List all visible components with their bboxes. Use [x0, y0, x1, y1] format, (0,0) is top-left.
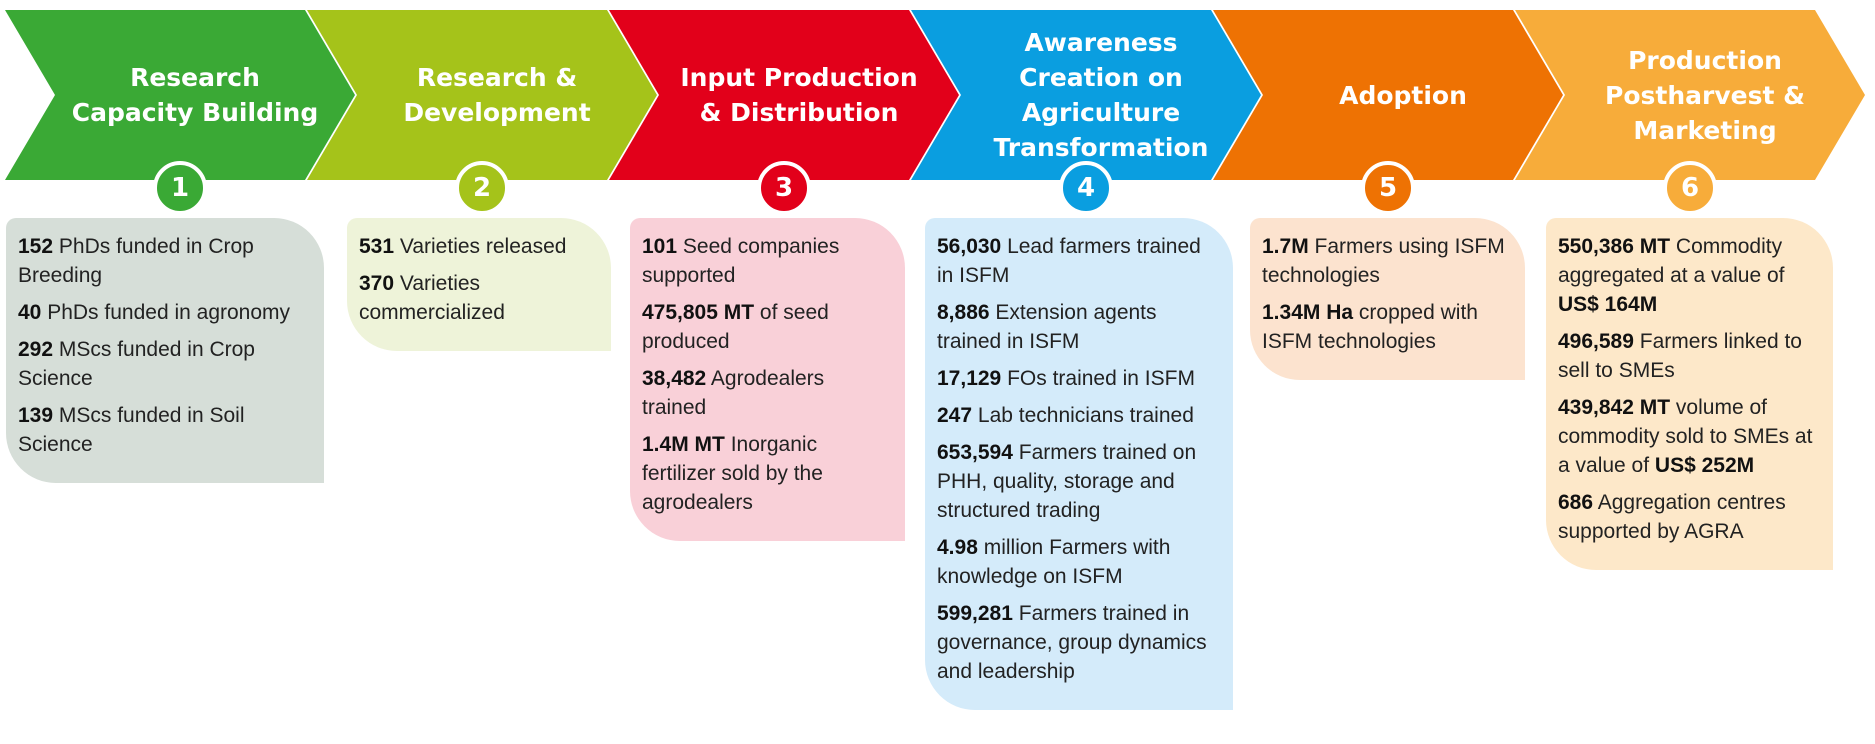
- stat-text: Varieties commercialized: [359, 272, 505, 324]
- stat-item: 1.4M MT Inorganic fertilizer sold by the…: [642, 430, 891, 517]
- stat-value: 152: [18, 235, 54, 258]
- stat-value: 247: [937, 404, 973, 427]
- stat-value: 101: [642, 235, 678, 258]
- stat-value: 56,030: [937, 235, 1002, 258]
- stat-value: 653,594: [937, 441, 1013, 464]
- stat-text: Aggregation centres supported by AGRA: [1558, 491, 1786, 543]
- stage-card: 550,386 MT Commodity aggregated at a val…: [1546, 218, 1833, 570]
- stat-text: PhDs funded in agronomy: [47, 301, 291, 324]
- stat-text: MScs funded in Soil Science: [18, 404, 245, 456]
- stat-text: PhDs funded in Crop Breeding: [18, 235, 254, 287]
- stat-item: 531 Varieties released: [359, 232, 597, 261]
- stat-value: 550,386 MT: [1558, 235, 1671, 258]
- stat-text: Varieties released: [399, 235, 567, 258]
- stat-item: 653,594 Farmers trained on PHH, quality,…: [937, 438, 1219, 525]
- stat-value: 439,842 MT: [1558, 396, 1671, 419]
- stat-item: 101 Seed companies supported: [642, 232, 891, 290]
- stat-item: 4.98 million Farmers with knowledge on I…: [937, 533, 1219, 591]
- stat-item: 550,386 MT Commodity aggregated at a val…: [1558, 232, 1819, 319]
- stat-value: 1.34M Ha: [1262, 301, 1354, 324]
- stat-item: 1.34M Ha cropped with ISFM technologies: [1262, 298, 1511, 356]
- stat-item: 292 MScs funded in Crop Science: [18, 335, 310, 393]
- stat-value: 1.4M MT: [642, 433, 725, 456]
- stage-title: Research Capacity Building: [71, 63, 319, 127]
- stat-item: 139 MScs funded in Soil Science: [18, 401, 310, 459]
- chevron: [911, 10, 1261, 180]
- stat-value: 17,129: [937, 367, 1002, 390]
- stat-item: 38,482 Agrodealers trained: [642, 364, 891, 422]
- stat-text: Lead farmers trained in ISFM: [937, 235, 1201, 287]
- stat-value: 370: [359, 272, 395, 295]
- stat-item: 8,886 Extension agents trained in ISFM: [937, 298, 1219, 356]
- chevron: [609, 10, 959, 180]
- stat-text: Commodity aggregated at a value of: [1558, 235, 1785, 287]
- stat-text: Farmers trained in governance, group dyn…: [937, 602, 1207, 683]
- stage-title: Production Postharvest & Marketing: [1605, 45, 1805, 145]
- stat-value: 496,589: [1558, 330, 1634, 353]
- stat-item: 152 PhDs funded in Crop Breeding: [18, 232, 310, 290]
- stage-title: Research & Development: [403, 63, 591, 127]
- stat-item: 496,589 Farmers linked to sell to SMEs: [1558, 327, 1819, 385]
- stat-text: Agrodealers trained: [642, 367, 825, 419]
- stage-number: 1: [153, 161, 207, 215]
- stage-number: 3: [757, 161, 811, 215]
- stat-text: cropped with ISFM technologies: [1262, 301, 1478, 353]
- stat-item: 439,842 MT volume of commodity sold to S…: [1558, 393, 1819, 480]
- stage-card: 101 Seed companies supported 475,805 MT o…: [630, 218, 905, 541]
- chevron: [1213, 10, 1563, 180]
- stat-value: 1.7M: [1262, 235, 1309, 258]
- chevron: [5, 10, 355, 180]
- stat-text: Lab technicians trained: [977, 404, 1194, 427]
- stage-number: 4: [1059, 161, 1113, 215]
- stat-item: 686 Aggregation centres supported by AGR…: [1558, 488, 1819, 546]
- stat-text: Extension agents trained in ISFM: [937, 301, 1157, 353]
- stat-item: 247 Lab technicians trained: [937, 401, 1219, 430]
- stat-text: Farmers linked to sell to SMEs: [1558, 330, 1802, 382]
- stage-number: 2: [455, 161, 509, 215]
- stat-item: 370 Varieties commercialized: [359, 269, 597, 327]
- stat-text: MScs funded in Crop Science: [18, 338, 255, 390]
- stat-value: 38,482: [642, 367, 707, 390]
- stat-text: Farmers using ISFM technologies: [1262, 235, 1505, 287]
- stat-value: US$ 164M: [1558, 293, 1658, 316]
- stat-item: 17,129 FOs trained in ISFM: [937, 364, 1219, 393]
- stage-card: 152 PhDs funded in Crop Breeding 40 PhDs …: [6, 218, 324, 483]
- stat-value: 599,281: [937, 602, 1013, 625]
- stage-card: 56,030 Lead farmers trained in ISFM 8,886…: [925, 218, 1233, 710]
- stat-value: 531: [359, 235, 395, 258]
- stage-title: Adoption: [1339, 80, 1467, 110]
- chevron: [1515, 10, 1865, 180]
- stat-value: 686: [1558, 491, 1594, 514]
- stat-value: 4.98: [937, 536, 978, 559]
- stage-card: 1.7M Farmers using ISFM technologies 1.34…: [1250, 218, 1525, 380]
- stat-value: 40: [18, 301, 42, 324]
- stat-value: 8,886: [937, 301, 990, 324]
- stat-value: 292: [18, 338, 54, 361]
- stat-value: US$ 252M: [1654, 454, 1755, 477]
- stat-item: 599,281 Farmers trained in governance, g…: [937, 599, 1219, 686]
- stat-text: FOs trained in ISFM: [1007, 367, 1195, 390]
- stage-number: 6: [1663, 161, 1717, 215]
- stage-title: Awareness Creation on Agriculture Transf…: [993, 28, 1209, 162]
- stat-item: 56,030 Lead farmers trained in ISFM: [937, 232, 1219, 290]
- stat-item: 40 PhDs funded in agronomy: [18, 298, 310, 327]
- stage-card: 531 Varieties released 370 Varieties comm…: [347, 218, 611, 351]
- stat-item: 1.7M Farmers using ISFM technologies: [1262, 232, 1511, 290]
- stat-text: of seed produced: [642, 301, 829, 353]
- stat-value: 475,805 MT: [642, 301, 755, 324]
- stat-text: Seed companies supported: [642, 235, 840, 287]
- stat-text: million Farmers with knowledge on ISFM: [937, 536, 1171, 588]
- chevron: [307, 10, 657, 180]
- stat-item: 475,805 MT of seed produced: [642, 298, 891, 356]
- stage-number: 5: [1361, 161, 1415, 215]
- stat-text: Farmers trained on PHH, quality, storage…: [937, 441, 1197, 522]
- stat-value: 139: [18, 404, 54, 427]
- stage-title: Input Production & Distribution: [680, 63, 918, 127]
- stat-text: Inorganic fertilizer sold by the agrodea…: [642, 433, 823, 514]
- stat-text: volume of commodity sold to SMEs at a va…: [1558, 396, 1813, 477]
